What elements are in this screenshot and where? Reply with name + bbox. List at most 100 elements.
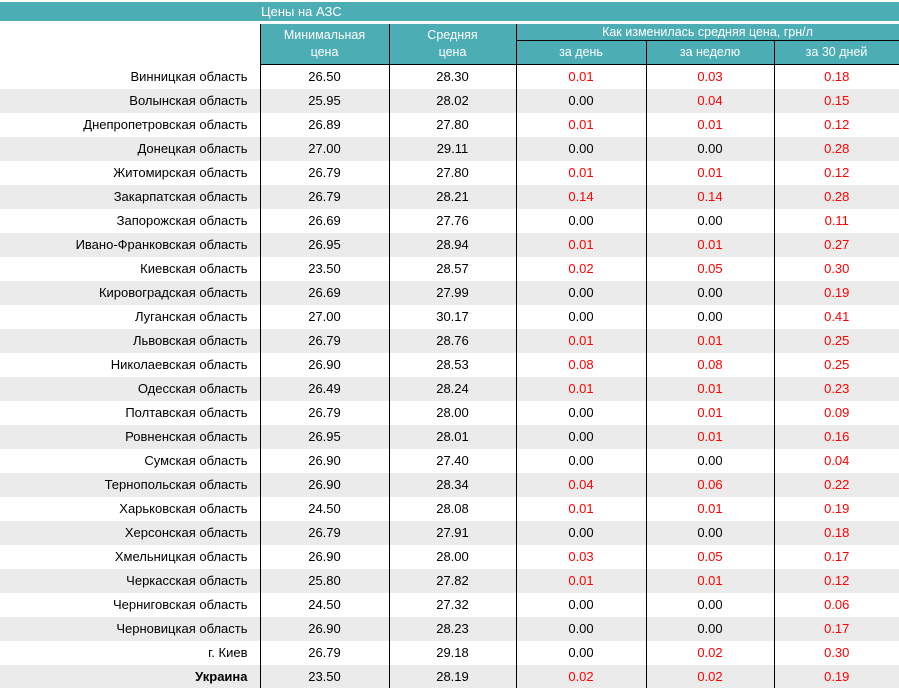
corner-empty-cell [0,24,260,64]
change-30days-value: 0.19 [773,664,899,688]
change-day-value: 0.00 [515,592,646,617]
change-day-value: 0.00 [515,640,646,665]
min-price-value: 26.95 [259,232,389,257]
change-30days-value: 0.25 [773,352,899,377]
min-price-header-line2: цена [310,44,339,59]
avg-price-value: 30.17 [388,304,516,329]
change-week-value: 0.02 [645,640,774,665]
change-day-value: 0.01 [515,160,646,185]
table-row: Житомирская область 26.79 27.80 0.01 0.0… [0,160,899,185]
col-header-avg-price: Средняя цена [388,24,517,65]
change-week-value: 0.01 [645,112,774,137]
col-header-change-week: за неделю [645,40,775,65]
change-30days-value: 0.15 [773,88,899,113]
change-30days-value: 0.06 [773,592,899,617]
change-day-value: 0.00 [515,520,646,545]
region-name: г. Киев [208,645,248,660]
region-name: Киевская область [140,261,248,276]
avg-price-value: 28.76 [388,328,516,353]
region-name: Черновицкая область [116,621,248,636]
change-week-value: 0.05 [645,544,774,569]
avg-price-value: 27.82 [388,568,516,593]
table-row: Запорожская область 26.69 27.76 0.00 0.0… [0,208,899,233]
change-week-value: 0.00 [645,616,774,641]
min-price-value: 26.89 [259,112,389,137]
min-price-value: 26.79 [259,328,389,353]
table-row: Ивано-Франковская область 26.95 28.94 0.… [0,232,899,257]
min-price-value: 26.79 [259,160,389,185]
change-30days-value: 0.16 [773,424,899,449]
region-name: Украина [195,669,248,684]
avg-price-value: 27.99 [388,280,516,305]
avg-price-value: 28.23 [388,616,516,641]
region-name: Черниговская область [112,597,248,612]
min-price-value: 26.90 [259,544,389,569]
change-day-value: 0.00 [515,136,646,161]
table-row: Херсонская область 26.79 27.91 0.00 0.00… [0,520,899,545]
change-day-value: 0.00 [515,208,646,233]
min-price-value: 26.49 [259,376,389,401]
min-price-value: 27.00 [259,304,389,329]
change-day-value: 0.04 [515,472,646,497]
table-row: Кировоградская область 26.69 27.99 0.00 … [0,280,899,305]
change-30days-value: 0.18 [773,520,899,545]
change-week-value: 0.00 [645,520,774,545]
region-name: Сумская область [144,453,248,468]
table-row: Черкасская область 25.80 27.82 0.01 0.01… [0,568,899,593]
min-price-value: 23.50 [259,664,389,688]
min-price-value: 26.90 [259,352,389,377]
table-title-bar: Цены на АЗС [0,2,899,21]
table-row: Киевская область 23.50 28.57 0.02 0.05 0… [0,256,899,281]
region-name: Херсонская область [124,525,248,540]
change-day-value: 0.00 [515,88,646,113]
change-week-value: 0.00 [645,208,774,233]
change-30days-value: 0.11 [773,208,899,233]
change-week-value: 0.08 [645,352,774,377]
change-day-value: 0.01 [515,232,646,257]
region-name: Ровненская область [125,429,248,444]
change-30days-value: 0.28 [773,184,899,209]
change-week-value: 0.01 [645,376,774,401]
change-day-value: 0.00 [515,616,646,641]
avg-price-header-line2: цена [438,44,467,59]
change-30days-value: 0.30 [773,256,899,281]
change-week-value: 0.01 [645,400,774,425]
min-price-value: 26.79 [259,400,389,425]
change-30days-value: 0.12 [773,160,899,185]
min-price-value: 26.69 [259,280,389,305]
table-row: Украина 23.50 28.19 0.02 0.02 0.19 [0,664,899,688]
min-price-value: 24.50 [259,496,389,521]
change-day-value: 0.02 [515,256,646,281]
table-row: Черновицкая область 26.90 28.23 0.00 0.0… [0,616,899,641]
change-day-value: 0.00 [515,304,646,329]
avg-price-value: 28.01 [388,424,516,449]
change-day-value: 0.00 [515,424,646,449]
change-week-value: 0.01 [645,232,774,257]
region-name: Харьковская область [119,501,248,516]
region-name: Житомирская область [113,165,248,180]
change-day-value: 0.01 [515,376,646,401]
change-30days-value: 0.18 [773,64,899,89]
avg-price-value: 27.40 [388,448,516,473]
change-30days-value: 0.22 [773,472,899,497]
region-name: Львовская область [132,333,248,348]
avg-price-value: 27.91 [388,520,516,545]
avg-price-value: 27.80 [388,112,516,137]
change-week-value: 0.06 [645,472,774,497]
avg-price-value: 28.19 [388,664,516,688]
avg-price-value: 28.53 [388,352,516,377]
change-day-value: 0.00 [515,448,646,473]
change-30days-value: 0.17 [773,544,899,569]
avg-price-value: 29.18 [388,640,516,665]
change-30days-value: 0.41 [773,304,899,329]
change-week-value: 0.14 [645,184,774,209]
change-week-value: 0.05 [645,256,774,281]
col-header-min-price: Минимальная цена [259,24,390,65]
change-30days-value: 0.30 [773,640,899,665]
avg-price-value: 29.11 [388,136,516,161]
change-week-value: 0.01 [645,496,774,521]
table-row: Одесская область 26.49 28.24 0.01 0.01 0… [0,376,899,401]
table-row: Ровненская область 26.95 28.01 0.00 0.01… [0,424,899,449]
change-week-value: 0.04 [645,88,774,113]
change-day-value: 0.02 [515,664,646,688]
